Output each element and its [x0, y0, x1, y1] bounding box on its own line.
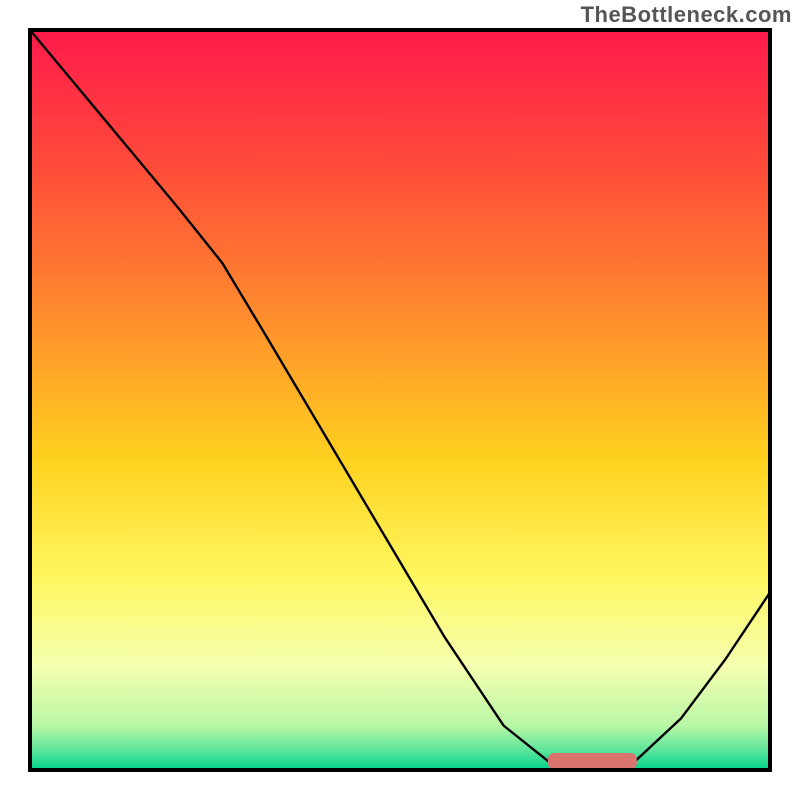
plot-background-gradient	[30, 30, 770, 770]
optimal-range-marker	[548, 753, 637, 769]
watermark-text: TheBottleneck.com	[581, 2, 792, 28]
chart-svg	[0, 0, 800, 800]
bottleneck-chart: TheBottleneck.com	[0, 0, 800, 800]
